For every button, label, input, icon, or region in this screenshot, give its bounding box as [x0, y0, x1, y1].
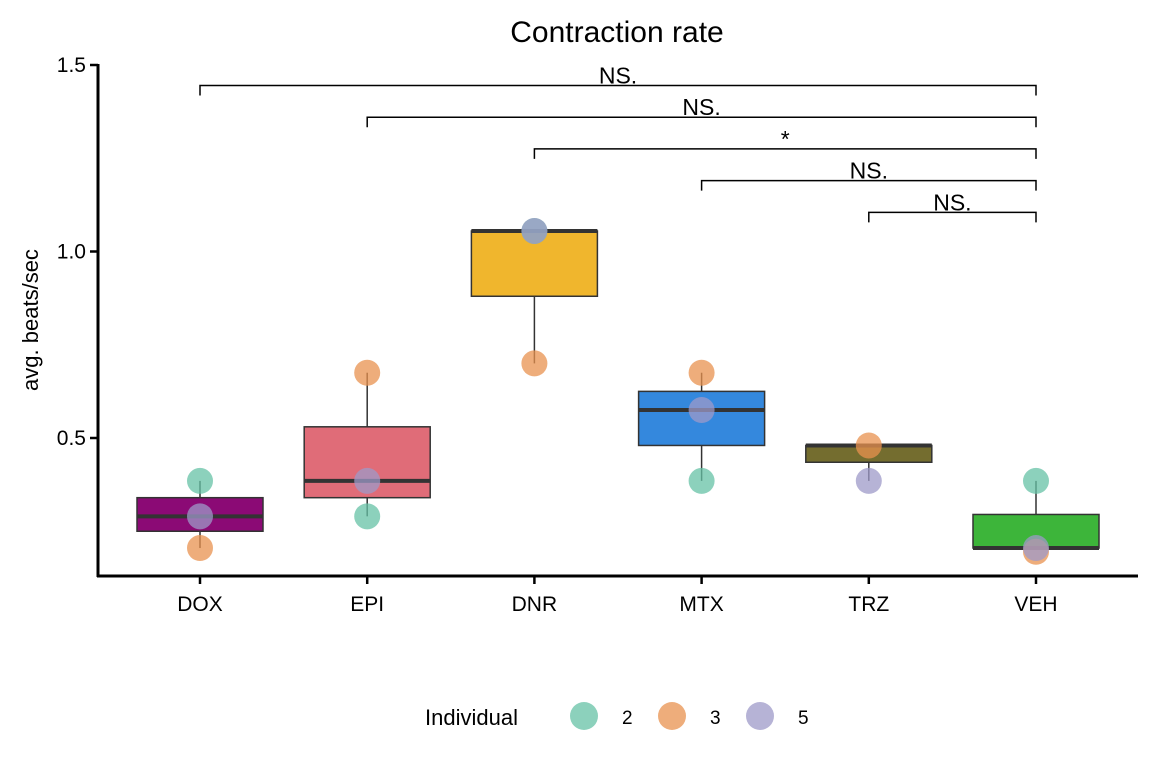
comparison-label-epi-vs-veh: NS.	[682, 94, 720, 120]
x-tick-label: DNR	[512, 593, 558, 616]
legend-swatch-5	[746, 702, 774, 730]
y-tick-label: 1.5	[57, 54, 86, 77]
x-tick-label: EPI	[350, 593, 384, 616]
comparison-bracket-dox-vs-veh	[199, 84, 1037, 96]
point-dnr-individual-3	[521, 350, 548, 377]
point-dox-individual-2	[187, 467, 213, 494]
point-dox-individual-5	[187, 503, 213, 530]
point-mtx-individual-2	[688, 467, 715, 494]
point-mtx-individual-5	[688, 397, 715, 424]
legend: Individual 2 3 5	[425, 702, 809, 730]
plot-area: 0.5 1.0 1.5 DOX EPI DNR MTX TRZ VEH NS. NS. * NS. NS.	[57, 54, 1100, 616]
legend-swatch-2	[570, 702, 598, 730]
point-epi-individual-5	[354, 467, 381, 494]
legend-label-2: 2	[622, 708, 633, 729]
point-epi-individual-2	[354, 503, 381, 530]
box-dnr	[470, 230, 599, 298]
point-mtx-individual-3	[688, 359, 715, 386]
comparison-bracket-dnr-vs-veh	[533, 148, 1037, 159]
point-veh-individual-5	[1023, 535, 1049, 562]
x-tick-label: MTX	[679, 593, 723, 616]
comparison-bracket-mtx-vs-veh	[700, 179, 1037, 191]
comparison-bracket-trz-vs-veh	[868, 211, 1037, 223]
comparison-label-dnr-vs-veh: *	[781, 126, 790, 152]
point-veh-individual-2	[1023, 467, 1049, 494]
x-tick-label: VEH	[1014, 593, 1057, 616]
x-tick-label: DOX	[177, 593, 223, 616]
point-dox-individual-3	[187, 535, 213, 562]
y-tick-label: 1.0	[57, 241, 86, 264]
comparison-bracket-epi-vs-veh	[366, 116, 1037, 128]
legend-title: Individual	[425, 705, 518, 730]
y-axis-label: avg. beats/sec	[18, 249, 43, 391]
chart-title: Contraction rate	[510, 16, 723, 49]
point-trz-individual-3	[855, 432, 882, 459]
legend-swatch-3	[658, 702, 686, 730]
y-tick-label: 0.5	[57, 427, 86, 450]
legend-label-5: 5	[798, 708, 809, 729]
point-trz-individual-5	[855, 467, 882, 494]
comparison-label-mtx-vs-veh: NS.	[850, 158, 888, 184]
x-tick-label: TRZ	[848, 593, 889, 616]
point-epi-individual-3	[354, 359, 381, 386]
legend-label-3: 3	[710, 708, 721, 729]
point-dnr-individual-5	[521, 217, 548, 244]
comparison-label-trz-vs-veh: NS.	[933, 189, 971, 215]
comparison-label-dox-vs-veh: NS.	[599, 63, 637, 89]
